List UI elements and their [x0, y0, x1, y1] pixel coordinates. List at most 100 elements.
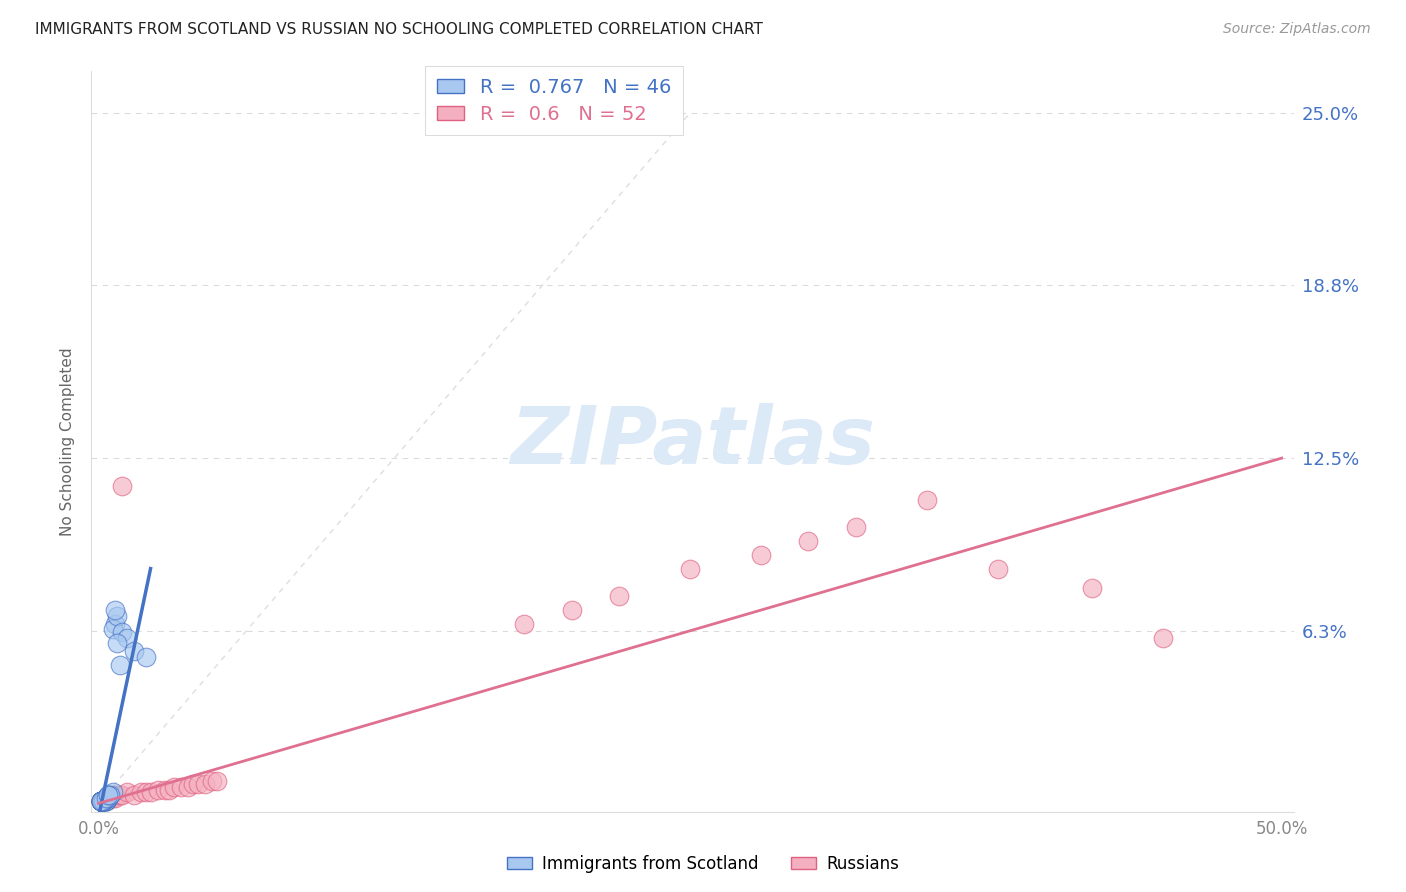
- Point: [205, 774, 228, 789]
- Point: [915, 492, 938, 507]
- Point: [194, 777, 217, 791]
- Point: [94, 791, 117, 805]
- Y-axis label: No Schooling Completed: No Schooling Completed: [60, 347, 76, 536]
- Point: [98, 791, 121, 805]
- Point: [98, 791, 121, 805]
- Point: [107, 788, 129, 802]
- Point: [91, 794, 114, 808]
- Point: [90, 794, 112, 808]
- Point: [153, 782, 176, 797]
- Point: [104, 616, 127, 631]
- Point: [98, 788, 121, 802]
- Point: [97, 788, 120, 802]
- Point: [90, 794, 112, 808]
- Point: [101, 788, 124, 802]
- Point: [139, 785, 162, 799]
- Point: [97, 791, 120, 805]
- Point: [90, 794, 112, 808]
- Point: [94, 791, 117, 805]
- Text: ZIPatlas: ZIPatlas: [510, 402, 875, 481]
- Point: [90, 794, 112, 808]
- Point: [91, 794, 114, 808]
- Point: [513, 616, 536, 631]
- Point: [90, 794, 112, 808]
- Point: [107, 608, 129, 623]
- Point: [108, 658, 131, 673]
- Point: [177, 780, 200, 794]
- Point: [90, 794, 112, 808]
- Point: [91, 794, 114, 808]
- Point: [115, 631, 138, 645]
- Point: [94, 791, 117, 805]
- Point: [91, 794, 114, 808]
- Point: [94, 794, 117, 808]
- Point: [94, 794, 117, 808]
- Point: [97, 791, 120, 805]
- Point: [98, 788, 121, 802]
- Point: [91, 794, 114, 808]
- Point: [561, 603, 583, 617]
- Point: [90, 794, 112, 808]
- Point: [90, 794, 112, 808]
- Point: [108, 788, 131, 802]
- Point: [94, 791, 117, 805]
- Point: [97, 791, 120, 805]
- Point: [101, 791, 124, 805]
- Point: [94, 791, 117, 805]
- Point: [146, 782, 169, 797]
- Point: [94, 791, 117, 805]
- Legend: R =  0.767   N = 46, R =  0.6   N = 52: R = 0.767 N = 46, R = 0.6 N = 52: [426, 66, 683, 136]
- Point: [94, 791, 117, 805]
- Point: [97, 791, 120, 805]
- Text: IMMIGRANTS FROM SCOTLAND VS RUSSIAN NO SCHOOLING COMPLETED CORRELATION CHART: IMMIGRANTS FROM SCOTLAND VS RUSSIAN NO S…: [35, 22, 763, 37]
- Point: [101, 623, 124, 637]
- Point: [170, 780, 193, 794]
- Point: [135, 650, 157, 665]
- Point: [987, 561, 1010, 575]
- Point: [101, 785, 124, 799]
- Text: Source: ZipAtlas.com: Source: ZipAtlas.com: [1223, 22, 1371, 37]
- Point: [90, 794, 112, 808]
- Point: [97, 791, 120, 805]
- Point: [159, 782, 181, 797]
- Point: [122, 644, 145, 658]
- Point: [104, 603, 127, 617]
- Point: [1152, 631, 1174, 645]
- Point: [135, 785, 157, 799]
- Point: [91, 794, 114, 808]
- Point: [91, 794, 114, 808]
- Point: [91, 794, 114, 808]
- Point: [94, 791, 117, 805]
- Point: [91, 794, 114, 808]
- Point: [1081, 581, 1104, 595]
- Point: [90, 794, 112, 808]
- Point: [97, 791, 120, 805]
- Point: [104, 788, 127, 802]
- Point: [91, 794, 114, 808]
- Point: [797, 533, 820, 548]
- Point: [94, 794, 117, 808]
- Point: [94, 794, 117, 808]
- Point: [111, 479, 134, 493]
- Point: [607, 589, 630, 603]
- Point: [91, 794, 114, 808]
- Point: [201, 774, 224, 789]
- Point: [111, 788, 134, 802]
- Point: [115, 785, 138, 799]
- Point: [91, 794, 114, 808]
- Point: [107, 636, 129, 650]
- Point: [749, 548, 772, 562]
- Point: [97, 791, 120, 805]
- Point: [163, 780, 186, 794]
- Point: [90, 794, 112, 808]
- Point: [122, 788, 145, 802]
- Point: [181, 777, 204, 791]
- Point: [845, 520, 868, 534]
- Point: [91, 794, 114, 808]
- Point: [187, 777, 209, 791]
- Point: [91, 794, 114, 808]
- Point: [679, 561, 702, 575]
- Legend: Immigrants from Scotland, Russians: Immigrants from Scotland, Russians: [501, 848, 905, 880]
- Point: [111, 625, 134, 640]
- Point: [104, 791, 127, 805]
